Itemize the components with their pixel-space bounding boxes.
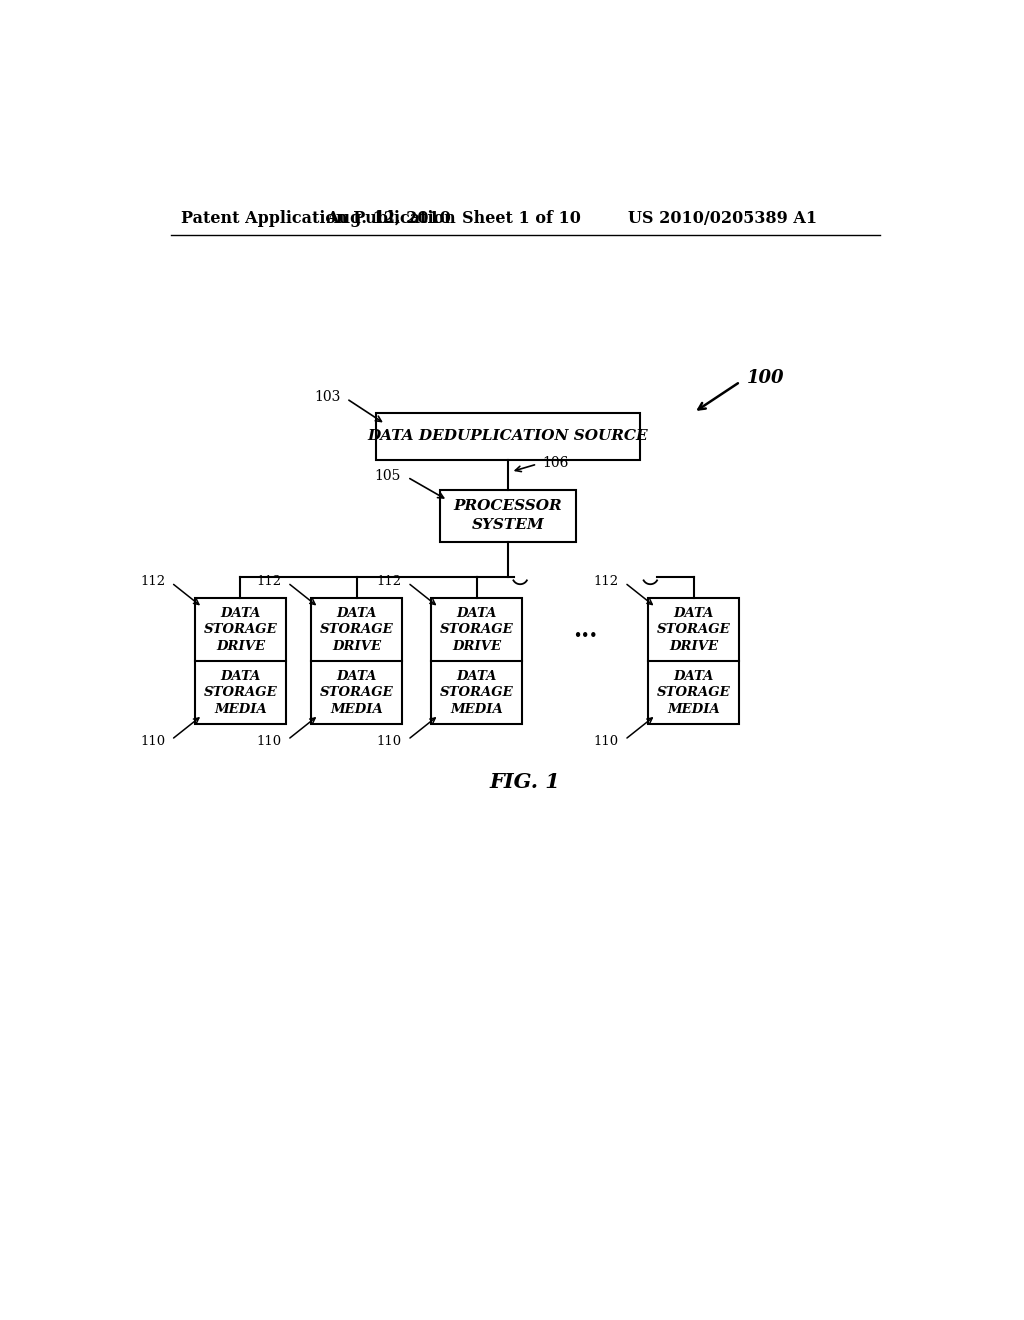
Bar — [648, 598, 739, 725]
Text: DATA
STORAGE
DRIVE: DATA STORAGE DRIVE — [204, 607, 278, 652]
Text: 110: 110 — [256, 735, 282, 748]
Bar — [376, 412, 640, 461]
Text: DATA
STORAGE
MEDIA: DATA STORAGE MEDIA — [319, 669, 393, 715]
Text: DATA
STORAGE
MEDIA: DATA STORAGE MEDIA — [656, 669, 731, 715]
Text: DATA
STORAGE
MEDIA: DATA STORAGE MEDIA — [440, 669, 514, 715]
Text: 112: 112 — [140, 574, 165, 587]
Text: Aug. 12, 2010  Sheet 1 of 10: Aug. 12, 2010 Sheet 1 of 10 — [326, 210, 581, 227]
Bar — [431, 598, 522, 725]
Text: US 2010/0205389 A1: US 2010/0205389 A1 — [628, 210, 817, 227]
Text: 103: 103 — [314, 391, 340, 404]
Text: DATA DEDUPLICATION SOURCE: DATA DEDUPLICATION SOURCE — [368, 429, 648, 444]
Text: 112: 112 — [594, 574, 618, 587]
Text: DATA
STORAGE
DRIVE: DATA STORAGE DRIVE — [656, 607, 731, 652]
Text: 100: 100 — [746, 368, 784, 387]
Text: FIG. 1: FIG. 1 — [489, 772, 560, 792]
Bar — [311, 598, 402, 725]
Text: PROCESSOR
SYSTEM: PROCESSOR SYSTEM — [454, 499, 562, 532]
Text: Patent Application Publication: Patent Application Publication — [180, 210, 456, 227]
Text: ...: ... — [573, 618, 597, 642]
Text: 110: 110 — [377, 735, 401, 748]
Text: DATA
STORAGE
MEDIA: DATA STORAGE MEDIA — [204, 669, 278, 715]
Text: 112: 112 — [377, 574, 401, 587]
Text: DATA
STORAGE
DRIVE: DATA STORAGE DRIVE — [319, 607, 393, 652]
Bar — [195, 598, 286, 725]
Text: 110: 110 — [140, 735, 165, 748]
Text: DATA
STORAGE
DRIVE: DATA STORAGE DRIVE — [440, 607, 514, 652]
Text: 110: 110 — [594, 735, 618, 748]
Text: 106: 106 — [543, 457, 569, 470]
Bar — [440, 490, 575, 543]
Text: 112: 112 — [256, 574, 282, 587]
Text: 105: 105 — [375, 469, 401, 483]
